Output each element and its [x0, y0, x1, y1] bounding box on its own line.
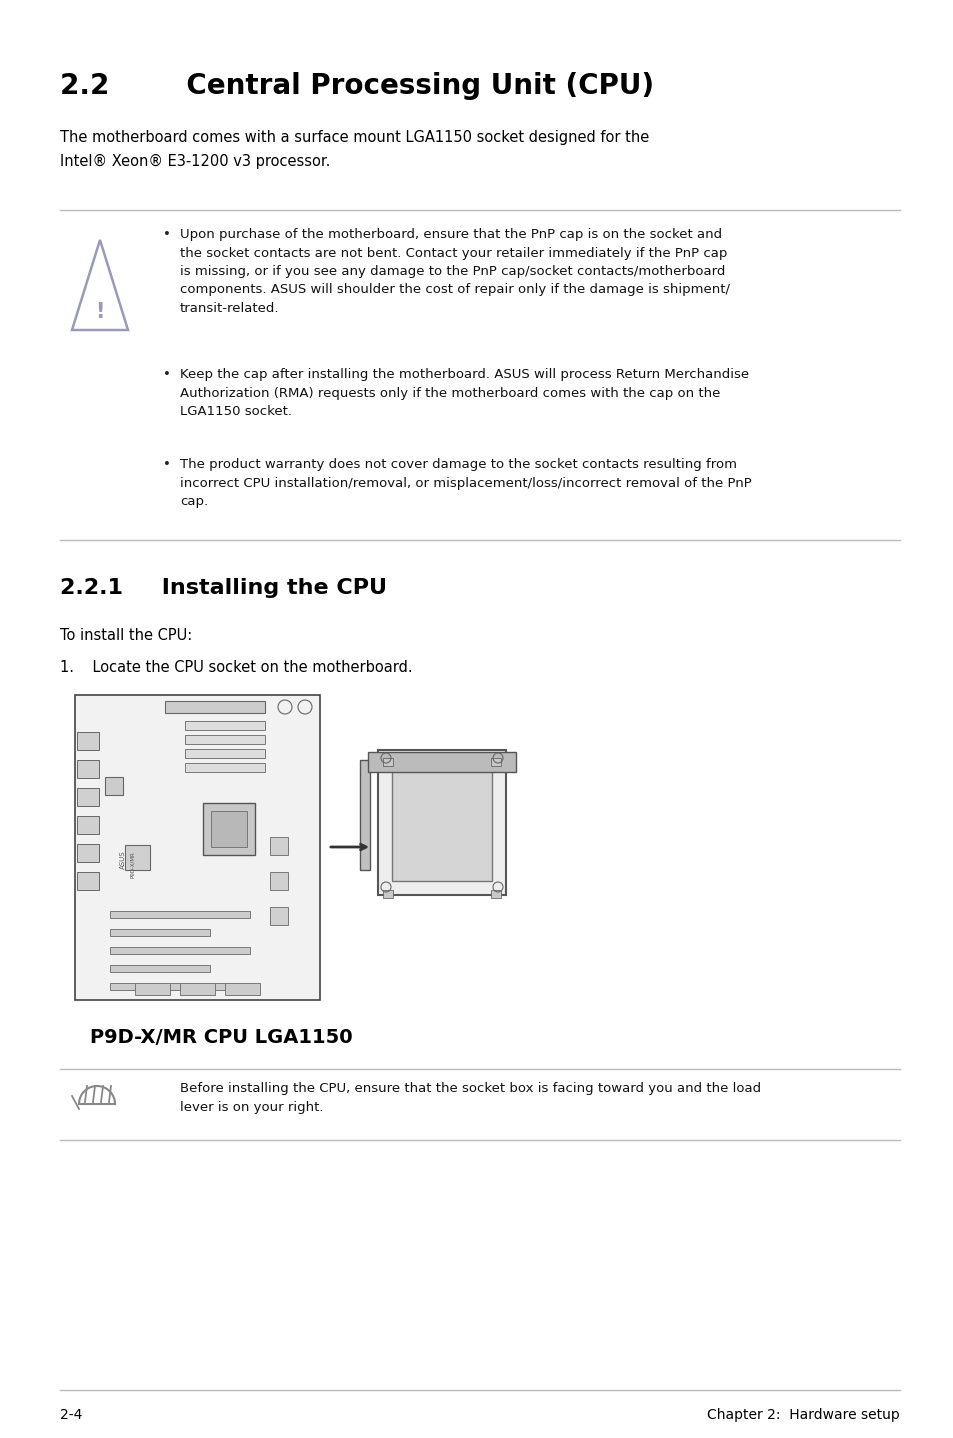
- Text: Keep the cap after installing the motherboard. ASUS will process Return Merchand: Keep the cap after installing the mother…: [180, 368, 748, 418]
- FancyBboxPatch shape: [185, 764, 265, 772]
- FancyBboxPatch shape: [491, 758, 500, 766]
- FancyBboxPatch shape: [110, 965, 210, 972]
- Text: 2.2.1     Installing the CPU: 2.2.1 Installing the CPU: [60, 578, 387, 598]
- FancyBboxPatch shape: [77, 732, 99, 751]
- FancyBboxPatch shape: [77, 871, 99, 890]
- FancyBboxPatch shape: [359, 761, 370, 870]
- Text: Chapter 2:  Hardware setup: Chapter 2: Hardware setup: [706, 1408, 899, 1422]
- FancyBboxPatch shape: [211, 811, 247, 847]
- Text: P9D-X/MR CPU LGA1150: P9D-X/MR CPU LGA1150: [90, 1028, 353, 1047]
- Text: Upon purchase of the motherboard, ensure that the PnP cap is on the socket and
t: Upon purchase of the motherboard, ensure…: [180, 229, 729, 315]
- Text: Before installing the CPU, ensure that the socket box is facing toward you and t: Before installing the CPU, ensure that t…: [180, 1081, 760, 1113]
- Text: To install the CPU:: To install the CPU:: [60, 628, 193, 643]
- FancyBboxPatch shape: [203, 802, 254, 856]
- Text: The product warranty does not cover damage to the socket contacts resulting from: The product warranty does not cover dama…: [180, 457, 751, 508]
- FancyBboxPatch shape: [368, 752, 516, 772]
- FancyBboxPatch shape: [110, 948, 250, 953]
- Text: P9D-X/MR: P9D-X/MR: [131, 851, 135, 879]
- FancyBboxPatch shape: [185, 735, 265, 743]
- FancyBboxPatch shape: [110, 912, 250, 917]
- FancyBboxPatch shape: [110, 929, 210, 936]
- FancyBboxPatch shape: [392, 764, 492, 881]
- Text: 2.2        Central Processing Unit (CPU): 2.2 Central Processing Unit (CPU): [60, 72, 654, 101]
- FancyBboxPatch shape: [185, 749, 265, 758]
- FancyBboxPatch shape: [382, 758, 393, 766]
- FancyBboxPatch shape: [377, 751, 505, 894]
- Text: The motherboard comes with a surface mount LGA1150 socket designed for the
Intel: The motherboard comes with a surface mou…: [60, 129, 649, 170]
- Text: •: •: [163, 368, 171, 381]
- FancyBboxPatch shape: [225, 984, 260, 995]
- FancyBboxPatch shape: [135, 984, 170, 995]
- Text: •: •: [163, 457, 171, 472]
- Text: 2-4: 2-4: [60, 1408, 82, 1422]
- FancyBboxPatch shape: [75, 695, 319, 999]
- FancyBboxPatch shape: [270, 871, 288, 890]
- FancyBboxPatch shape: [77, 788, 99, 807]
- Text: •: •: [163, 229, 171, 242]
- FancyBboxPatch shape: [125, 846, 150, 870]
- FancyBboxPatch shape: [382, 890, 393, 897]
- FancyBboxPatch shape: [77, 761, 99, 778]
- Text: !: !: [95, 302, 105, 322]
- FancyBboxPatch shape: [491, 890, 500, 897]
- FancyBboxPatch shape: [270, 907, 288, 925]
- FancyBboxPatch shape: [105, 777, 123, 795]
- Text: 1.    Locate the CPU socket on the motherboard.: 1. Locate the CPU socket on the motherbo…: [60, 660, 413, 674]
- FancyBboxPatch shape: [270, 837, 288, 856]
- FancyBboxPatch shape: [165, 700, 265, 713]
- FancyBboxPatch shape: [180, 984, 214, 995]
- FancyBboxPatch shape: [185, 720, 265, 731]
- Text: ASUS: ASUS: [120, 851, 126, 870]
- FancyBboxPatch shape: [77, 844, 99, 861]
- FancyBboxPatch shape: [77, 815, 99, 834]
- FancyBboxPatch shape: [110, 984, 250, 989]
